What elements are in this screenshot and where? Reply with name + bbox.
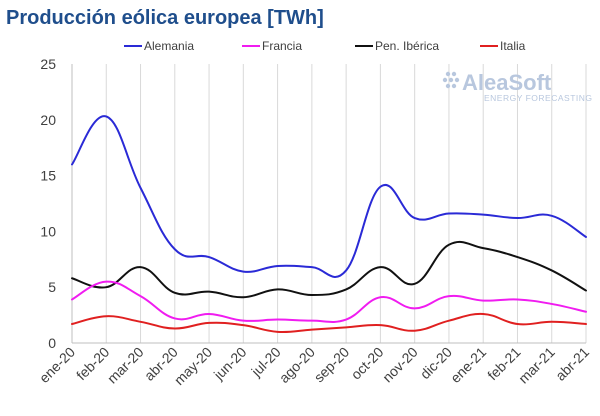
watermark-dot xyxy=(454,77,460,83)
x-tick-label: mar-20 xyxy=(104,344,147,387)
x-tick-label: jun-20 xyxy=(210,344,250,384)
x-tick-label: sep-20 xyxy=(311,344,353,386)
watermark-dot xyxy=(442,77,448,83)
x-tick-label: ago-20 xyxy=(276,344,318,386)
legend-label-francia: Francia xyxy=(262,39,302,53)
legend-label-pen-iberica: Pen. Ibérica xyxy=(375,39,439,53)
watermark-tagline: ENERGY FORECASTING xyxy=(484,93,593,103)
y-tick-label: 10 xyxy=(40,223,56,239)
x-tick-label: may-20 xyxy=(171,344,215,388)
watermark-dot xyxy=(448,77,454,83)
axes: 0510152025ene-20feb-20mar-20abr-20may-20… xyxy=(36,56,592,388)
series-group xyxy=(71,115,587,334)
legend: Alemania Francia Pen. Ibérica Italia xyxy=(124,39,526,53)
y-tick-label: 15 xyxy=(40,168,56,184)
y-tick-label: 25 xyxy=(40,56,56,72)
watermark-dot xyxy=(451,71,457,77)
y-tick-label: 5 xyxy=(48,279,56,295)
watermark-dot xyxy=(445,83,451,89)
series-line-alemania xyxy=(71,115,587,278)
grid xyxy=(71,64,587,343)
y-tick-label: 20 xyxy=(40,112,56,128)
watermark-dot xyxy=(451,83,457,89)
y-tick-label: 0 xyxy=(48,335,56,351)
legend-label-alemania: Alemania xyxy=(144,39,194,53)
x-tick-label: abr-21 xyxy=(552,344,592,384)
x-tick-label: nov-20 xyxy=(379,344,421,386)
chart-title: Producción eólica europea [TWh] xyxy=(6,7,324,29)
series-line-francia xyxy=(71,280,587,323)
series-line-pen-iberica xyxy=(71,240,587,299)
legend-label-italia: Italia xyxy=(500,39,526,53)
watermark: AleaSoft ENERGY FORECASTING xyxy=(442,70,593,103)
watermark-brand: AleaSoft xyxy=(462,70,552,95)
x-tick-label: mar-21 xyxy=(515,344,558,387)
watermark-dot xyxy=(445,71,451,77)
x-tick-label: ene-20 xyxy=(36,344,78,386)
series-line-italia xyxy=(71,312,587,334)
x-tick-label: ene-21 xyxy=(447,344,489,386)
